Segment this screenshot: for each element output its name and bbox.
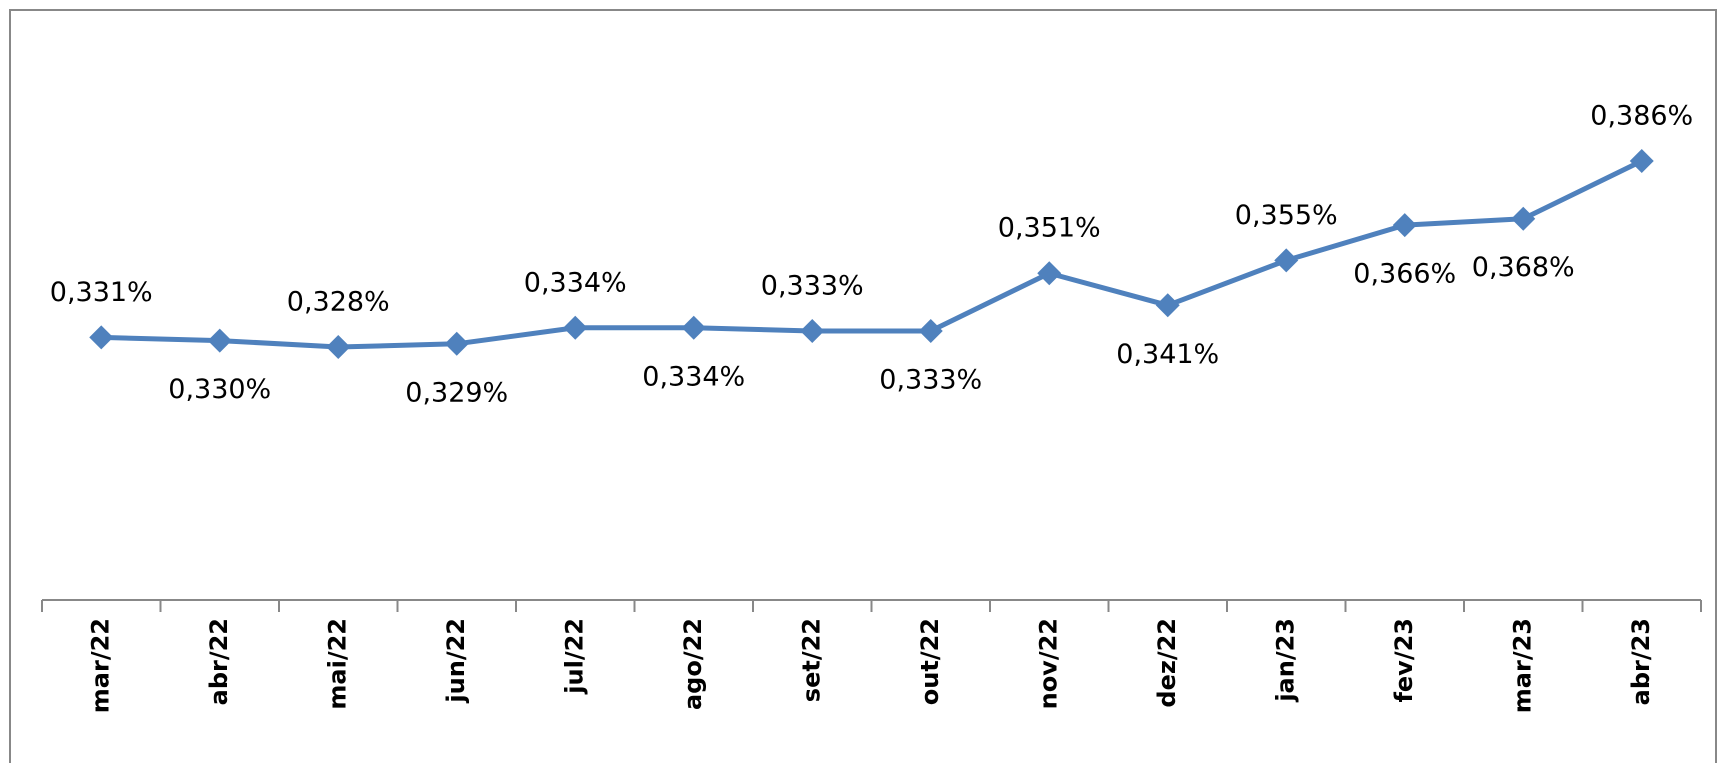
x-tick-label: set/22 <box>797 618 825 702</box>
data-label: 0,330% <box>168 374 271 405</box>
data-label: 0,334% <box>642 361 745 392</box>
marker <box>681 315 706 340</box>
x-tick-label: jun/22 <box>442 618 470 704</box>
x-tick-label: out/22 <box>916 618 944 705</box>
marker <box>89 325 114 350</box>
data-label: 0,341% <box>1116 339 1219 370</box>
data-label: 0,329% <box>405 377 508 408</box>
x-tick-label: dez/22 <box>1153 618 1181 708</box>
data-label: 0,328% <box>287 287 390 318</box>
marker <box>563 315 588 340</box>
data-label: 0,366% <box>1353 259 1456 290</box>
data-label: 0,333% <box>761 270 864 301</box>
marker <box>1274 248 1299 273</box>
series-line <box>101 158 1643 350</box>
x-tick-label: jul/22 <box>560 618 588 695</box>
marker <box>800 318 825 343</box>
data-label: 0,368% <box>1472 252 1575 283</box>
data-label: 0,355% <box>1235 200 1338 231</box>
x-tick-label: mar/22 <box>86 618 114 713</box>
marker <box>1392 213 1417 238</box>
x-tick-label: mai/22 <box>323 618 351 710</box>
marker <box>1511 206 1536 231</box>
x-tick-label: ago/22 <box>679 618 707 710</box>
marker <box>1155 293 1180 318</box>
marker <box>326 335 351 359</box>
x-tick-label: abr/22 <box>205 618 233 705</box>
data-label: 0,351% <box>998 213 1101 244</box>
x-tick-label: abr/23 <box>1627 618 1655 705</box>
marker <box>444 331 469 356</box>
x-tick-label: jan/23 <box>1271 618 1299 703</box>
marker <box>207 328 232 353</box>
chart-border <box>9 9 1717 763</box>
data-label: 0,386% <box>1590 101 1693 132</box>
x-tick-label: mar/23 <box>1508 618 1536 713</box>
data-label: 0,333% <box>879 364 982 395</box>
data-label: 0,334% <box>524 267 627 298</box>
x-tick-label: fev/23 <box>1390 618 1418 703</box>
data-label: 0,331% <box>50 277 153 308</box>
marker <box>1037 261 1062 286</box>
x-tick-label: nov/22 <box>1034 618 1062 709</box>
marker <box>918 318 943 343</box>
marker <box>1629 149 1654 173</box>
